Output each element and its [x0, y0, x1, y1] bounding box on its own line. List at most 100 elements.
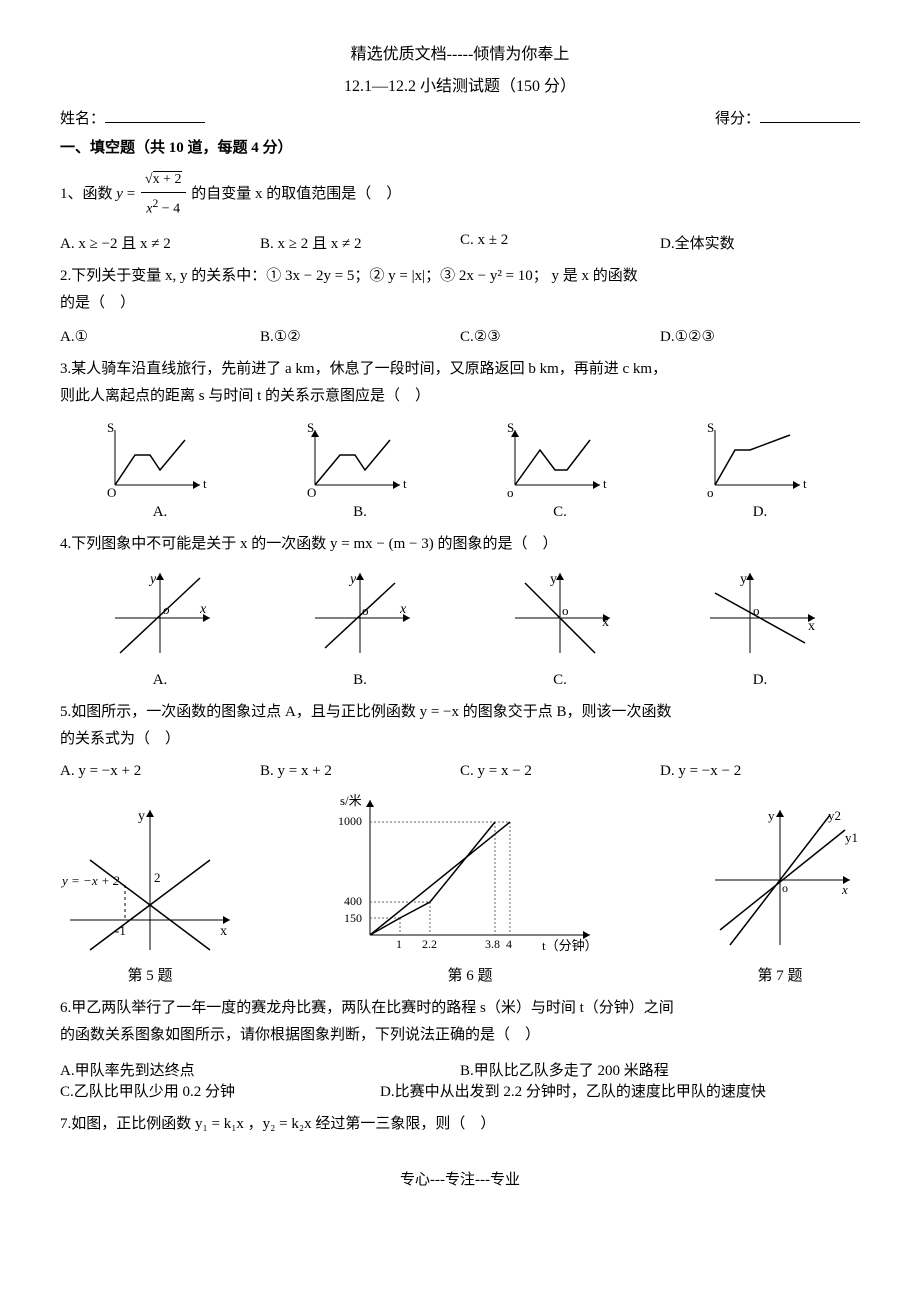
svg-text:x: x — [220, 924, 227, 939]
q1-opt-d: D.全体实数 — [660, 232, 860, 253]
q1-options: A. x ≥ −2 且 x ≠ 2 B. x ≥ 2 且 x ≠ 2 C. x … — [60, 232, 860, 253]
q3-graph-a: S t O — [60, 420, 260, 500]
q4-label-d: D. — [660, 672, 860, 689]
q4-labels: A. B. C. D. — [60, 672, 860, 689]
q4-label-c: C. — [460, 672, 660, 689]
svg-text:1000: 1000 — [338, 814, 362, 828]
svg-text:y2: y2 — [828, 808, 841, 823]
figure-6: s/米 t（分钟） 1000 400 150 1 2.2 3.8 4 第 6 题 — [330, 790, 610, 985]
q3-labels: A. B. C. D. — [60, 504, 860, 521]
svg-text:S: S — [107, 420, 114, 435]
q2-opt-d: D.①②③ — [660, 327, 860, 346]
figure-7-label: 第 7 题 — [700, 964, 860, 985]
q4-label-a: A. — [60, 672, 260, 689]
name-blank[interactable] — [105, 106, 205, 123]
svg-text:2.2: 2.2 — [422, 937, 437, 951]
svg-text:x: x — [841, 882, 848, 897]
q2-opt-a: A.① — [60, 327, 260, 346]
q4-graphs: y x o y x o y x o y x o — [60, 568, 860, 668]
question-3: 3.某人骑车沿直线旅行，先前进了 a km，休息了一段时间，又原路返回 b km… — [60, 356, 860, 410]
question-5: 5.如图所示，一次函数的图象过点 A，且与正比例函数 y = −x 的图象交于点… — [60, 699, 860, 753]
svg-text:y: y — [768, 808, 775, 823]
q6-opt-d: D.比赛中从出发到 2.2 分钟时，乙队的速度比甲队的速度快 — [380, 1080, 860, 1101]
q4-graph-a: y x o — [60, 568, 260, 668]
svg-text:1: 1 — [396, 937, 402, 951]
question-2: 2.下列关于变量 x, y 的关系中：① 3x − 2y = 5；② y = |… — [60, 263, 860, 317]
svg-text:4: 4 — [506, 937, 512, 951]
svg-text:x: x — [199, 602, 207, 617]
q3-graph-b: S t O — [260, 420, 460, 500]
svg-text:s/米: s/米 — [340, 793, 362, 808]
q5-options: A. y = −x + 2 B. y = x + 2 C. y = x − 2 … — [60, 763, 860, 780]
svg-text:x: x — [399, 602, 407, 617]
q3-graphs: S t O S t O S t o S t o — [60, 420, 860, 500]
page-footer: 专心---专注---专业 — [60, 1168, 860, 1189]
q5-opt-b: B. y = x + 2 — [260, 763, 460, 780]
question-1: 1、函数 y = √x + 2 x2 − 4 的自变量 x 的取值范围是（ ） — [60, 167, 860, 222]
svg-text:150: 150 — [344, 911, 362, 925]
name-score-row: 姓名： 得分： — [60, 106, 860, 128]
q6-options: A.甲队率先到达终点B.甲队比乙队多走了 200 米路程 C.乙队比甲队少用 0… — [60, 1059, 860, 1101]
q3-graph-d: S t o — [660, 420, 860, 500]
svg-text:S: S — [307, 420, 314, 435]
q3-label-d: D. — [660, 504, 860, 521]
q2-opt-c: C.②③ — [460, 327, 660, 346]
q3-graph-c: S t o — [460, 420, 660, 500]
q4-graph-d: y x o — [660, 568, 860, 668]
section-1-title: 一、填空题（共 10 道，每题 4 分） — [60, 136, 860, 157]
score-blank[interactable] — [760, 106, 860, 123]
page-header: 精选优质文档-----倾情为你奉上 — [60, 40, 860, 64]
q3-label-c: C. — [460, 504, 660, 521]
q6-opt-a: A.甲队率先到达终点 — [60, 1059, 460, 1080]
q3-label-a: A. — [60, 504, 260, 521]
q4-graph-b: y x o — [260, 568, 460, 668]
page-title: 12.1—12.2 小结测试题（150 分） — [60, 72, 860, 96]
question-4: 4.下列图象中不可能是关于 x 的一次函数 y = mx − (m − 3) 的… — [60, 531, 860, 558]
svg-text:S: S — [707, 420, 714, 435]
q6-opt-b: B.甲队比乙队多走了 200 米路程 — [460, 1059, 860, 1080]
svg-text:O: O — [307, 485, 316, 500]
q4-graph-c: y x o — [460, 568, 660, 668]
q5-opt-c: C. y = x − 2 — [460, 763, 660, 780]
svg-text:2: 2 — [154, 870, 161, 885]
q2-options: A.① B.①② C.②③ D.①②③ — [60, 327, 860, 346]
svg-text:o: o — [707, 485, 714, 500]
fraction-q1: √x + 2 x2 − 4 — [141, 167, 186, 222]
svg-text:400: 400 — [344, 894, 362, 908]
q5-opt-d: D. y = −x − 2 — [660, 763, 860, 780]
svg-text:t: t — [603, 476, 607, 491]
svg-text:O: O — [107, 485, 116, 500]
figure-5-label: 第 5 题 — [60, 964, 240, 985]
svg-text:3.8: 3.8 — [485, 937, 500, 951]
svg-text:y: y — [740, 572, 747, 587]
figure-6-label: 第 6 题 — [330, 964, 610, 985]
q4-label-b: B. — [260, 672, 460, 689]
svg-text:o: o — [562, 603, 569, 618]
q1-opt-b: B. x ≥ 2 且 x ≠ 2 — [260, 232, 460, 253]
figures-row: y x 2 -1 y = −x + 2 第 5 题 s/米 t（分钟） 1000… — [60, 790, 860, 985]
svg-text:t: t — [403, 476, 407, 491]
q6-opt-c: C.乙队比甲队少用 0.2 分钟 — [60, 1080, 380, 1101]
question-7: 7.如图，正比例函数 y₁ = k₁x ，y₂ = k₂x 经过第一三象限，则（… — [60, 1111, 860, 1138]
svg-text:y1: y1 — [845, 830, 858, 845]
q1-opt-a: A. x ≥ −2 且 x ≠ 2 — [60, 232, 260, 253]
svg-text:o: o — [782, 881, 788, 895]
question-6: 6.甲乙两队举行了一年一度的赛龙舟比赛，两队在比赛时的路程 s（米）与时间 t（… — [60, 995, 860, 1049]
svg-text:y: y — [148, 572, 157, 587]
figure-7: y x o y2 y1 第 7 题 — [700, 800, 860, 985]
svg-text:y = −x + 2: y = −x + 2 — [60, 873, 120, 888]
svg-text:x: x — [808, 619, 815, 634]
q1-opt-c: C. x ± 2 — [460, 232, 660, 253]
svg-text:x: x — [602, 615, 609, 630]
score-label: 得分： — [715, 106, 860, 128]
svg-text:o: o — [507, 485, 514, 500]
svg-text:t: t — [203, 476, 207, 491]
q2-opt-b: B.①② — [260, 327, 460, 346]
svg-text:S: S — [507, 420, 514, 435]
figure-5: y x 2 -1 y = −x + 2 第 5 题 — [60, 800, 240, 985]
svg-text:y: y — [138, 809, 145, 824]
name-label: 姓名： — [60, 106, 205, 128]
svg-text:t: t — [803, 476, 807, 491]
svg-text:y: y — [550, 572, 557, 587]
svg-text:t（分钟）: t（分钟） — [542, 938, 598, 953]
